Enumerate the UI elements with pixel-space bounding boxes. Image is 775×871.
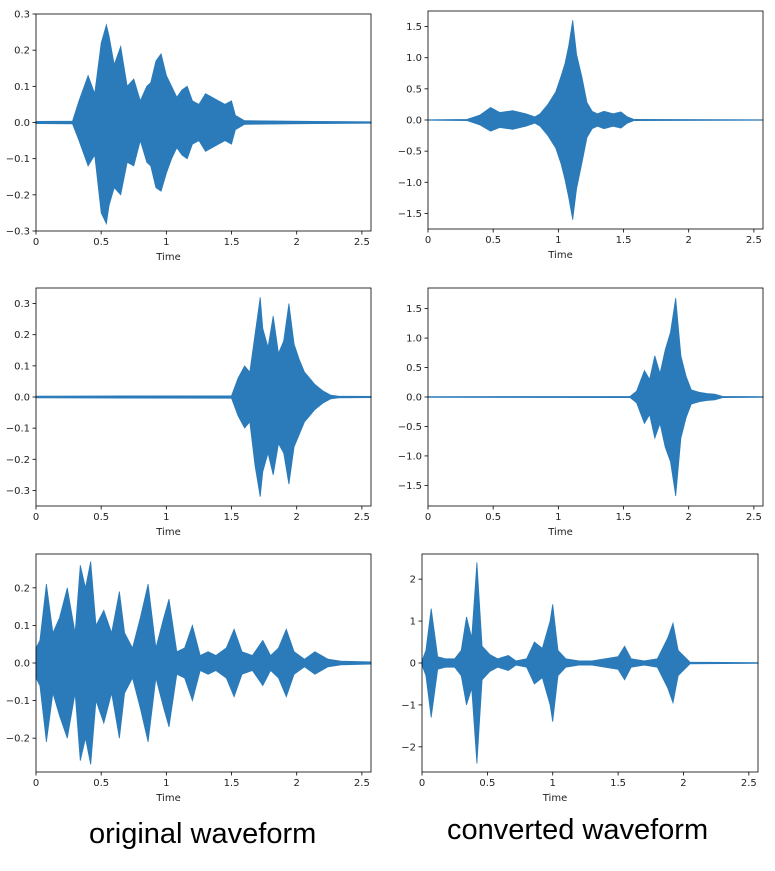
y-tick-label: 0.2: [14, 46, 30, 57]
x-tick-label: 2: [686, 235, 692, 246]
x-axis-label: Time: [155, 252, 180, 263]
x-tick-label: 0.5: [485, 512, 501, 523]
y-tick-label: −0.3: [6, 486, 30, 497]
y-tick-label: 0.3: [14, 10, 30, 21]
y-tick-label: 0.3: [14, 299, 30, 310]
x-axis-label: Time: [155, 793, 180, 804]
y-tick-label: −1: [401, 700, 416, 711]
x-tick-label: 1: [163, 778, 169, 789]
y-tick-label: 0.0: [14, 393, 30, 404]
caption-converted-waveform: converted waveform: [447, 814, 709, 846]
y-tick-label: −0.1: [6, 424, 30, 435]
x-tick-label: 2: [294, 778, 300, 789]
y-tick-label: −0.2: [6, 455, 30, 466]
x-tick-label: 2: [686, 512, 692, 523]
x-tick-label: 1.5: [224, 778, 240, 789]
y-tick-label: −1.0: [398, 178, 422, 189]
x-tick-label: 1: [555, 235, 561, 246]
y-tick-label: −0.3: [6, 227, 30, 238]
subplot-converted-2: −1.5 −1.0 −0.5 0.0 0.5 1.0 1.5 0 0.5 1 1.5 2 2.5 Time: [398, 287, 764, 538]
x-tick-label: 1: [550, 778, 556, 789]
x-tick-label: 1.5: [610, 778, 626, 789]
y-tick-label: 0.1: [14, 361, 30, 372]
y-tick-label: −0.2: [6, 734, 30, 745]
subplot-converted-1: −1.5 −1.0 −0.5 0.0 0.5 1.0 1.5 0 0.5 1 1.5 2 2.5 Time: [398, 10, 764, 261]
x-tick-label: 0: [419, 778, 425, 789]
x-tick-label: 1.5: [616, 512, 632, 523]
y-tick-label: 0.1: [14, 621, 30, 632]
x-tick-label: 2.5: [741, 778, 757, 789]
y-tick-label: 1.0: [406, 53, 422, 64]
y-tick-label: 1.5: [406, 22, 422, 33]
subplot-original-3: −0.2 −0.1 0.0 0.1 0.2 0 0.5 1 1.5 2 2.5 Time: [6, 553, 372, 804]
y-tick-label: −1.5: [398, 209, 422, 220]
y-tick-label: 0.0: [406, 116, 422, 127]
x-axis-label: Time: [547, 250, 572, 261]
x-tick-label: 0.5: [93, 778, 109, 789]
y-tick-label: −0.1: [6, 154, 30, 165]
y-tick-label: 0.5: [406, 363, 422, 374]
x-tick-label: 1.5: [616, 235, 632, 246]
x-tick-label: 1: [163, 237, 169, 248]
x-tick-label: 2: [294, 512, 300, 523]
y-tick-label: 0.0: [406, 393, 422, 404]
y-tick-label: −0.2: [6, 190, 30, 201]
waveform-envelope: [35, 23, 372, 226]
subplot-original-1: −0.3 −0.2 −0.1 0.0 0.1 0.2 0.3 0 0.5 1 1.5 2 2.5 Time: [6, 10, 372, 263]
x-tick-label: 0: [33, 237, 39, 248]
y-tick-label: −0.5: [398, 422, 422, 433]
y-tick-label: −1.0: [398, 451, 422, 462]
y-tick-label: 0.0: [14, 659, 30, 670]
x-tick-label: 0: [425, 512, 431, 523]
y-tick-label: 1.0: [406, 334, 422, 345]
x-axis-label: Time: [547, 527, 572, 538]
y-tick-label: −2: [401, 742, 416, 753]
y-tick-label: −0.1: [6, 696, 30, 707]
x-tick-label: 0.5: [93, 237, 109, 248]
y-tick-label: 1: [410, 617, 416, 628]
x-axis-label: Time: [542, 793, 567, 804]
x-tick-label: 0.5: [485, 235, 501, 246]
waveform-figure: −0.3 −0.2 −0.1 0.0 0.1 0.2 0.3 0 0.5 1 1.5 2 2.5 Time…: [6, 10, 764, 804]
x-tick-label: 1: [163, 512, 169, 523]
x-tick-label: 1: [555, 512, 561, 523]
x-tick-label: 0.5: [93, 512, 109, 523]
y-tick-label: 0.0: [14, 118, 30, 129]
caption-original-waveform: original waveform: [89, 818, 317, 850]
x-tick-label: 2: [294, 237, 300, 248]
x-tick-label: 1.5: [224, 512, 240, 523]
y-tick-label: 0.2: [14, 330, 30, 341]
x-tick-label: 2.5: [354, 512, 370, 523]
x-tick-label: 2: [680, 778, 686, 789]
y-tick-label: 1.5: [406, 304, 422, 315]
x-tick-label: 0.5: [479, 778, 495, 789]
y-tick-label: −1.5: [398, 481, 422, 492]
subplot-converted-3: −2 −1 0 1 2 0 0.5 1 1.5 2 2.5 Time: [401, 553, 759, 804]
y-tick-label: 0.1: [14, 82, 30, 93]
x-axis-label: Time: [155, 527, 180, 538]
x-tick-label: 2.5: [746, 512, 762, 523]
x-tick-label: 0: [33, 512, 39, 523]
y-tick-label: −0.5: [398, 147, 422, 158]
x-tick-label: 0: [33, 778, 39, 789]
x-tick-label: 1.5: [224, 237, 240, 248]
x-tick-label: 0: [425, 235, 431, 246]
x-tick-label: 2.5: [746, 235, 762, 246]
x-tick-label: 2.5: [354, 237, 370, 248]
subplot-original-2: −0.3 −0.2 −0.1 0.0 0.1 0.2 0.3 0 0.5 1 1.5 2 2.5 Time: [6, 287, 372, 538]
y-tick-label: 0.5: [406, 84, 422, 95]
y-tick-label: 0.2: [14, 583, 30, 594]
y-tick-label: 2: [410, 575, 416, 586]
x-tick-label: 2.5: [354, 778, 370, 789]
y-tick-label: 0: [410, 659, 416, 670]
